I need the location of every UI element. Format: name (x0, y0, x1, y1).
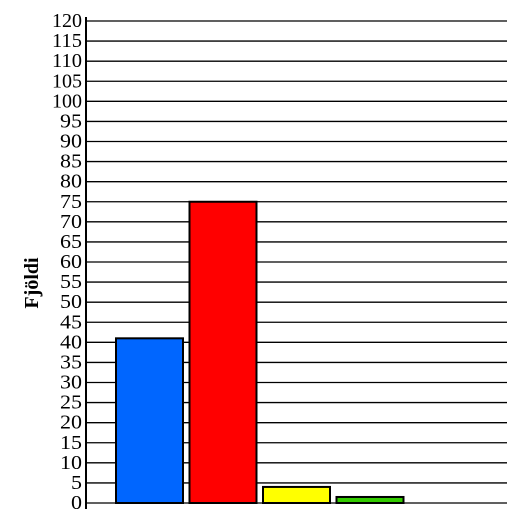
y-axis-label: Fjöldi (21, 257, 43, 309)
y-tick-label: 45 (60, 311, 82, 333)
y-tick-label: 80 (60, 171, 82, 193)
y-tick-label: 40 (60, 331, 82, 353)
y-tick-label: 10 (60, 452, 82, 474)
y-tick-label: 60 (60, 251, 82, 273)
y-tick-label: 85 (60, 151, 82, 173)
y-tick-label: 95 (60, 110, 82, 132)
y-tick-label: 55 (60, 271, 82, 293)
y-tick-label: 50 (60, 291, 82, 313)
y-tick-label: 120 (52, 10, 82, 32)
y-tick-label: 20 (60, 412, 82, 434)
bars (115, 200, 405, 505)
y-tick-label: 115 (52, 30, 82, 52)
y-tick-label: 30 (60, 372, 82, 394)
y-tick-label: 105 (52, 70, 82, 92)
bar (188, 200, 258, 504)
bar (115, 337, 184, 505)
y-tick-label: 100 (52, 90, 82, 112)
y-tick-label: 0 (71, 492, 82, 509)
bar (262, 485, 331, 504)
y-tick-label: 15 (60, 432, 82, 454)
y-tick-label: 5 (71, 472, 82, 494)
y-axis-ticks: 0510152025303540455055606570758085909510… (52, 10, 82, 509)
y-tick-label: 35 (60, 351, 82, 373)
y-tick-label: 110 (52, 50, 82, 72)
y-tick-label: 75 (60, 191, 82, 213)
y-tick-label: 90 (60, 131, 82, 153)
bar (335, 495, 405, 505)
y-tick-label: 70 (60, 211, 82, 233)
y-tick-label: 25 (60, 392, 82, 414)
y-tick-label: 65 (60, 231, 82, 253)
